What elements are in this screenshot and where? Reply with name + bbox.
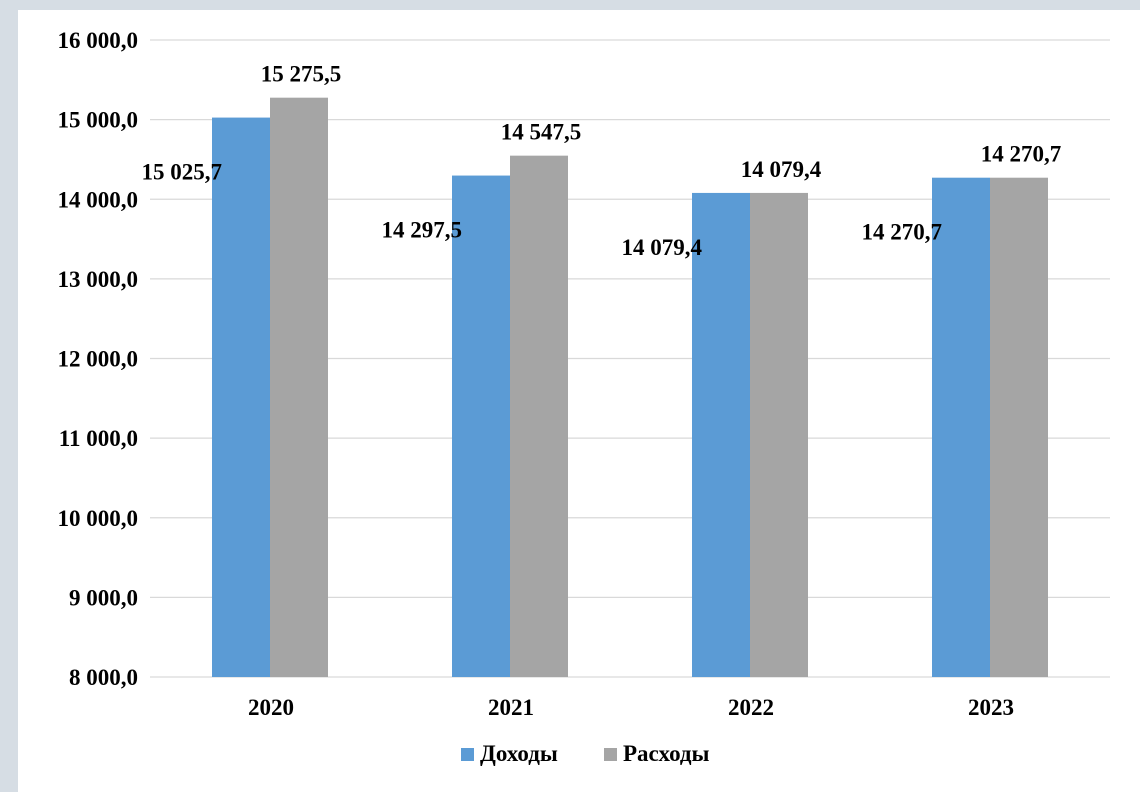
data-label-expenses-2020: 15 275,5	[261, 62, 342, 87]
bar-income-2020	[212, 117, 270, 678]
y-tick-label: 12 000,0	[58, 347, 139, 372]
y-tick-label: 14 000,0	[58, 187, 139, 212]
y-tick-label: 8 000,0	[69, 665, 138, 690]
x-axis-tick-labels: 2020 2021 2022 2023	[248, 695, 1014, 720]
y-tick-label: 16 000,0	[58, 28, 139, 53]
bar-expenses-2022	[750, 192, 808, 677]
y-tick-label: 9 000,0	[69, 585, 138, 610]
bars	[212, 97, 1048, 678]
bar-expenses-2023	[990, 177, 1048, 678]
legend-income-label: Доходы	[480, 741, 558, 766]
chart-frame: 8 000,0 9 000,0 10 000,0 11 000,0 12 000,0 13…	[18, 10, 1140, 792]
y-tick-label: 13 000,0	[58, 267, 139, 292]
data-label-income-2021: 14 297,5	[382, 218, 463, 243]
bar-expenses-2021	[510, 155, 568, 677]
data-label-expenses-2022: 14 079,4	[741, 157, 822, 182]
data-label-income-2022: 14 079,4	[622, 235, 703, 260]
legend-income-swatch	[461, 748, 474, 761]
bar-income-2022	[692, 192, 750, 677]
bar-chart: 8 000,0 9 000,0 10 000,0 11 000,0 12 000,0 13…	[58, 28, 1110, 766]
data-label-income-2020: 15 025,7	[142, 160, 223, 185]
data-label-income-2023: 14 270,7	[862, 220, 943, 245]
legend: Доходы Расходы	[461, 741, 710, 766]
y-tick-label: 10 000,0	[58, 506, 139, 531]
data-label-expenses-2021: 14 547,5	[501, 120, 582, 145]
data-label-expenses-2023: 14 270,7	[981, 142, 1062, 167]
x-tick-label: 2020	[248, 695, 294, 720]
y-tick-label: 11 000,0	[59, 426, 138, 451]
x-tick-label: 2022	[728, 695, 774, 720]
bar-income-2023	[932, 177, 990, 678]
legend-expenses-swatch	[604, 748, 617, 761]
y-tick-label: 15 000,0	[58, 108, 139, 133]
legend-expenses-label: Расходы	[623, 741, 710, 766]
y-axis-tick-labels: 8 000,0 9 000,0 10 000,0 11 000,0 12 000,0 13…	[58, 28, 139, 690]
data-labels: 15 025,7 15 275,5 14 297,5 14 547,5 14 079,4…	[142, 62, 1062, 260]
x-tick-label: 2023	[968, 695, 1014, 720]
bar-expenses-2020	[270, 97, 328, 678]
bar-income-2021	[452, 175, 510, 677]
x-tick-label: 2021	[488, 695, 534, 720]
